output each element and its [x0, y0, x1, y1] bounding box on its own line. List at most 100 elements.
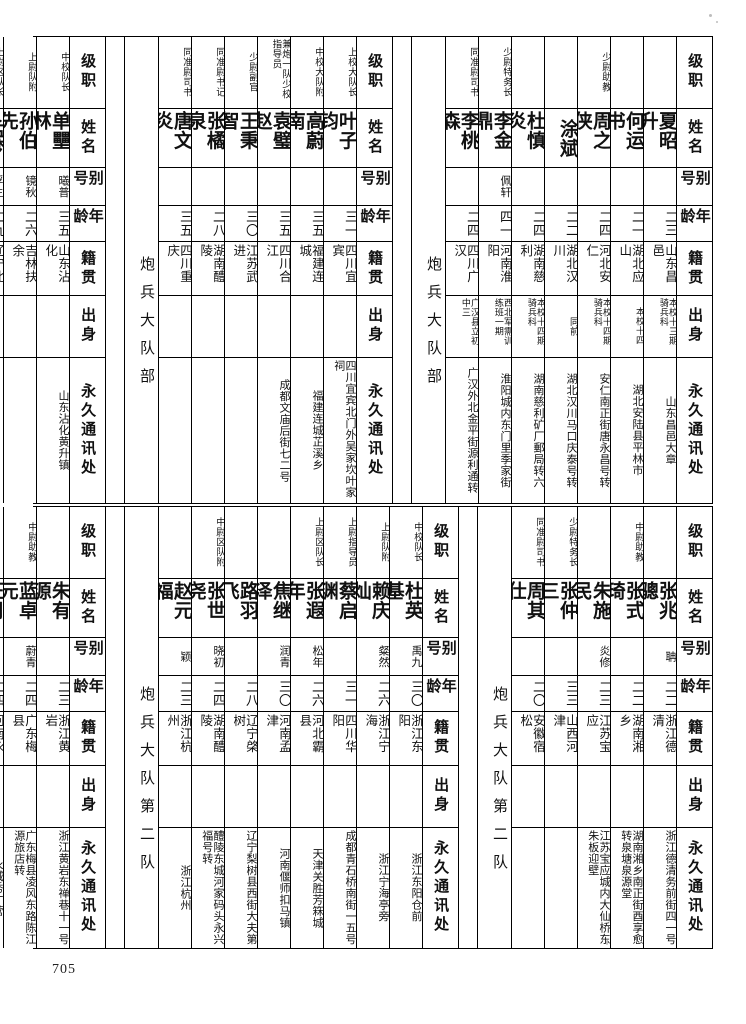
- cell-age: 二八: [192, 206, 224, 243]
- cell-origin: [159, 296, 191, 358]
- person-column[interactable]: 同准尉书记 张橘泉 二八 湖南醴陵: [191, 37, 224, 503]
- cell-origin: [357, 766, 389, 828]
- cell-rank: [644, 507, 676, 579]
- cell-alias: 炎修: [578, 638, 610, 677]
- page-number: 705: [52, 962, 76, 977]
- person-column[interactable]: 张兆骢聃二二 浙江德清 浙江德清务前街四一号: [643, 507, 676, 948]
- unit-band-label: 炮兵大队第二队: [491, 685, 509, 882]
- cell-rank: 同准尉司书: [446, 37, 478, 109]
- cell-name: 焦继泽: [258, 579, 290, 639]
- person-column[interactable]: 同准尉司书 周其仕 二〇 安徽宿松: [511, 507, 544, 948]
- field-label-native: 籍贯: [677, 712, 712, 766]
- field-label-alias: 别号: [70, 168, 105, 207]
- cell-origin: [0, 766, 3, 828]
- person-column[interactable]: 朱有源 二三 浙江黄岩 浙江黄岩东禅巷十一号: [36, 507, 69, 948]
- person-column[interactable]: 赵元福颖二三 浙江杭州 浙江杭州: [158, 507, 191, 948]
- field-label-name: 姓名: [70, 579, 105, 639]
- field-label-address: 永久通讯处: [79, 840, 98, 936]
- person-column[interactable]: 上尉区队长 孟梦 浮生 二九 辽宁北镇: [0, 37, 3, 503]
- person-column[interactable]: 上尉指导员 蔡启渊 三一 四川华阳 成都青石桥南街一五号: [323, 507, 356, 948]
- person-column[interactable]: 同准尉司书 李桃森 二四 四川广汉 广汉县立初中三 广汉外北金平街源利通转: [445, 37, 478, 503]
- cell-age: 三一: [324, 206, 356, 243]
- unit-band-column: 炮兵大队第二队: [124, 507, 158, 948]
- cell-rank: [225, 507, 257, 579]
- cell-alias: [611, 638, 643, 677]
- cell-age: 三一: [324, 676, 356, 713]
- cell-rank: 上尉队附: [357, 507, 389, 579]
- cell-age: 二三: [578, 676, 610, 713]
- cell-address: 山东昌邑大章: [664, 395, 676, 465]
- field-label-address: 永久通讯处: [432, 840, 451, 936]
- cell-native-place: 湖北应山: [611, 242, 643, 296]
- person-column[interactable]: 上尉队附 赖庆灿 粲然 二六 浙江宁海 浙江宁海亭旁: [356, 507, 389, 948]
- cell-address: 浙江黄岩东禅巷十一号: [57, 830, 69, 946]
- cell-alias: [0, 638, 3, 677]
- cell-alias: 浮生: [0, 168, 3, 207]
- cell-age: 三五: [258, 206, 290, 243]
- person-column[interactable]: 中校大队附 高蔚南 三五 福建连城 福建连城芷溪乡: [290, 37, 323, 503]
- person-column[interactable]: 少尉特务长 张仲三 三三 山西河津: [544, 507, 577, 948]
- person-column[interactable]: 少尉副官 王秉智 三〇 江苏武进: [224, 37, 257, 503]
- person-column[interactable]: 王月涛 二四 河南永城 永城秀才营: [0, 507, 3, 948]
- cell-alias: [225, 168, 257, 207]
- cell-name: 何运书: [611, 109, 643, 169]
- cell-native-place: 山西河津: [545, 712, 577, 766]
- cell-age: 二三: [37, 676, 69, 713]
- cell-rank: 中校队长: [390, 507, 422, 579]
- cell-native-place: 湖南慈利: [512, 242, 544, 296]
- cell-address: 福建连城芷溪乡: [311, 390, 323, 471]
- cell-origin: 本校十四期骑兵科: [578, 296, 610, 358]
- unit-band-column: 炮兵大队第二队: [477, 507, 511, 948]
- cell-age: 三〇: [225, 206, 257, 243]
- cell-alias: 粲然: [357, 638, 389, 677]
- person-column[interactable]: 路羽飞 二八 辽宁棨树 辽宁梨树县西街大夫第: [224, 507, 257, 948]
- person-column[interactable]: 何运书 二一 湖北应山 本校十四 湖北安陆县平林市: [610, 37, 643, 503]
- unit-band-label: 炮兵大队部: [138, 256, 156, 396]
- field-label-native: 籍贯: [677, 242, 712, 296]
- cell-rank: [258, 507, 290, 579]
- cell-address: 浙江德清务前街四一号: [664, 830, 676, 946]
- field-label-age: 年龄: [70, 206, 105, 243]
- person-column[interactable]: 少尉特务长 李金鼎 佩轩 四一 河南淮阳 西北军需训练班一期 淮阳城内东门里季家街: [478, 37, 511, 503]
- cell-name: 高蔚南: [291, 109, 323, 169]
- field-label-alias: 别号: [423, 638, 458, 677]
- person-column[interactable]: 中尉区队附 张世尧 晓初 二四 湖南醴陵 醴陵东城河家码头永兴福号转: [191, 507, 224, 948]
- cell-address: 永城秀才营: [0, 859, 3, 917]
- person-column[interactable]: 上校大队长 叶子钧 三一 四川宜宾 四川宜宾北门外吴家坎叶家祠: [323, 37, 356, 503]
- cell-alias: [225, 638, 257, 677]
- person-column[interactable]: 上尉区队长 张遐年 松年 二六 河北霸县 天津关胜芳箖城: [290, 507, 323, 948]
- person-column[interactable]: 中尉助教 蓝卓元 蔚青 二四 广东梅县 广东梅县凌风东路陈江源旅店转: [3, 507, 36, 948]
- cell-alias: [512, 168, 544, 207]
- field-label-column: 级职 姓名 别号 年龄 籍贯 出身 永久通讯处: [69, 507, 105, 948]
- cell-address: 四川宜宾北门外吴家坎叶家祠: [332, 359, 356, 498]
- field-label-column: 级职 姓名 别号 年龄 籍贯 出身 永久通讯处: [356, 37, 392, 503]
- person-column[interactable]: 同准尉司书 唐文炎 三五 四川重庆: [158, 37, 191, 503]
- cell-name: 李桃森: [446, 109, 478, 169]
- cell-rank: [611, 37, 643, 109]
- cell-alias: [512, 638, 544, 677]
- cell-origin: [512, 766, 544, 828]
- person-column[interactable]: 朱施民 炎修 二三 江苏宝应 江苏宝应城内大仙桥东朱板迎壁: [577, 507, 610, 948]
- cell-name: 张式琦: [611, 579, 643, 639]
- cell-address: 浙江宁海亭旁: [377, 853, 389, 923]
- person-column[interactable]: 焦继泽 润青 三〇 河南孟津 河南偃师扣马镇: [257, 507, 290, 948]
- cell-rank: 中尉区队附: [192, 507, 224, 579]
- person-column[interactable]: 中尉助教 张式琦 二二 湖南湘乡 湖南湘乡南正街酉享愈转泉塘泉源堂: [610, 507, 643, 948]
- cell-address: 湖北安陆县平林市: [631, 384, 643, 477]
- cell-name: 周其仕: [512, 579, 544, 639]
- cell-native-place: 浙江德清: [644, 712, 676, 766]
- person-column[interactable]: 上尉队附 孙伯先 镜秋 二六 吉林扶余: [3, 37, 36, 503]
- person-column[interactable]: 杜慎炎 二四 湖南慈利 本校十四期骑兵科 湖南慈利矿厂郵局转六: [511, 37, 544, 503]
- cell-age: 二二: [611, 676, 643, 713]
- person-column[interactable]: 兼炮一队少校指导员 袁璧赵 三五 四川合江 成都文庙后街七二号: [257, 37, 290, 503]
- person-column[interactable]: 涂斌 二二 湖北汉川 同前 湖北汉川马口庆泰号转: [544, 37, 577, 503]
- person-column[interactable]: 夏昭升 二三 山东昌邑 本校十三期骑兵科 山东昌邑大章: [643, 37, 676, 503]
- field-label-address: 永久通讯处: [79, 382, 98, 478]
- person-column[interactable]: 中校队长 杜英基 禹九 三〇 浙江东阳 浙江东阳仓前: [389, 507, 422, 948]
- cell-alias: [324, 168, 356, 207]
- cell-address: 湖北汉川马口庆泰号转: [565, 372, 577, 488]
- person-column[interactable]: 中校队长 单壨林 曦普 三五 山东沾化 山东沾化黄升镇: [36, 37, 69, 503]
- person-column[interactable]: 少尉助教 周之侠 二四 河北安仁 本校十四期骑兵科 安仁南正街唐永昌号转: [577, 37, 610, 503]
- cell-name: 赖庆灿: [357, 579, 389, 639]
- cell-rank: 中尉助教: [611, 507, 643, 579]
